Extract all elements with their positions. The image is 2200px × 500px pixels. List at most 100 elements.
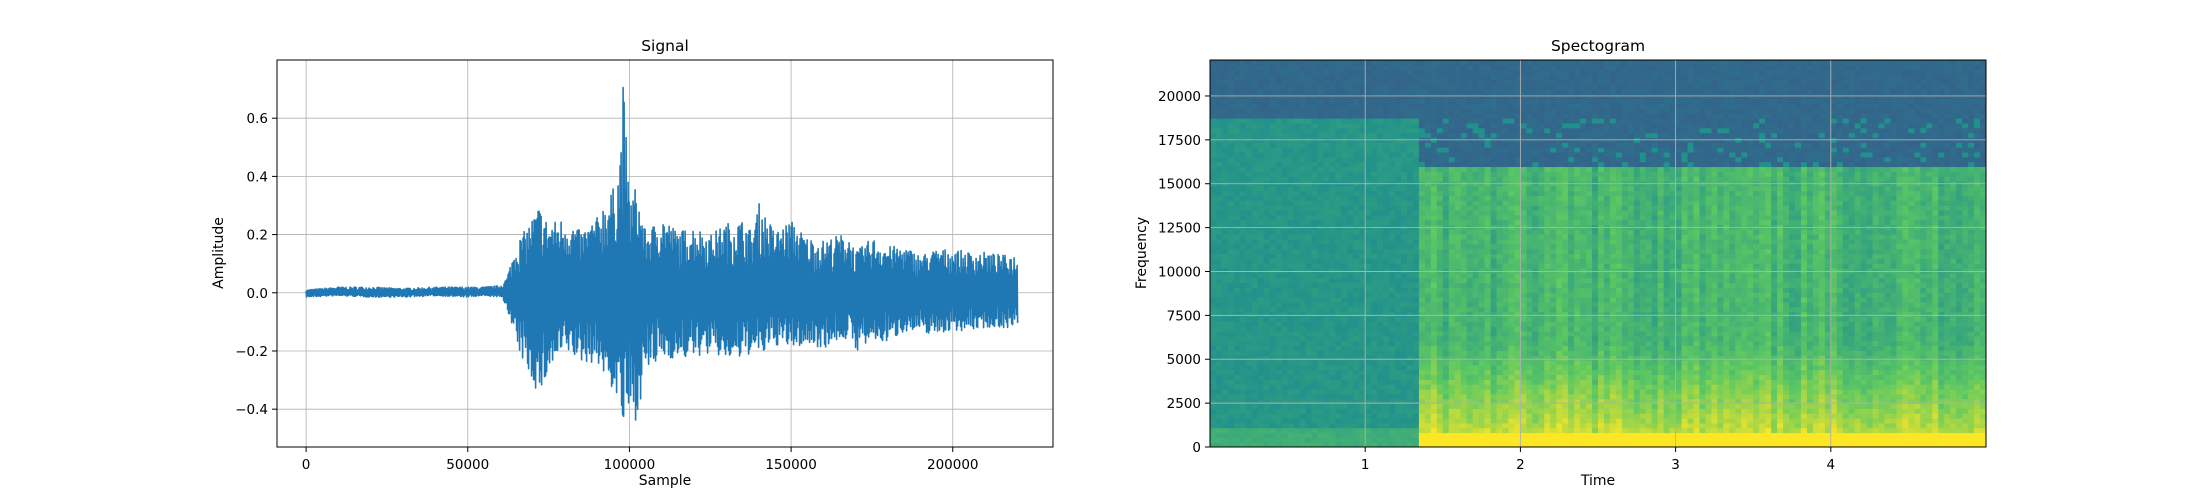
- spectrogram-cell: [1245, 98, 1253, 105]
- spectrogram-cell: [1496, 156, 1504, 163]
- spectrogram-cell: [1215, 340, 1223, 347]
- spectrogram-cell: [1341, 321, 1348, 327]
- spectrogram-cell: [1442, 253, 1450, 259]
- spectrogram-cell: [1502, 335, 1510, 342]
- spectrogram-cell: [1484, 229, 1492, 235]
- spectrogram-cell: [1478, 89, 1486, 95]
- spectrogram-cell: [1210, 156, 1217, 163]
- spectrogram-cell: [1275, 326, 1283, 332]
- spectrogram-cell: [1406, 127, 1414, 134]
- spectrogram-cell: [1424, 408, 1432, 414]
- spectrogram-cell: [1210, 364, 1217, 371]
- spectrogram-cell: [1490, 103, 1498, 109]
- spectrogram-cell: [1317, 311, 1325, 317]
- spectrogram-cell: [1317, 297, 1325, 303]
- spectrogram-cell: [1412, 258, 1420, 264]
- spectrogram-cell: [1239, 301, 1247, 308]
- spectrogram-cell: [1317, 292, 1325, 298]
- spectrogram-cell: [1502, 200, 1510, 206]
- spectrogram-cell: [1526, 350, 1533, 356]
- spectrogram-cell: [1466, 132, 1474, 138]
- spectrogram-cell: [1478, 408, 1486, 414]
- spectrogram-cell: [1293, 253, 1301, 259]
- spectrogram-cell: [1532, 161, 1539, 168]
- spectrogram-cell: [1227, 185, 1235, 192]
- spectrogram-cell: [1359, 69, 1366, 76]
- spectrogram-cell: [1496, 151, 1504, 158]
- spectrogram-cell: [1460, 364, 1468, 371]
- spectrogram-cell: [1359, 355, 1366, 361]
- spectrogram-cell: [1233, 258, 1241, 264]
- spectrogram-cell: [1221, 408, 1229, 414]
- spectrogram-cell: [1377, 321, 1384, 327]
- spectrogram-cell: [1472, 311, 1480, 317]
- spectrogram-cell: [1508, 214, 1516, 221]
- spectrogram-cell: [1329, 113, 1336, 119]
- spectrogram-cell: [1412, 321, 1420, 327]
- spectrogram-cell: [1227, 417, 1235, 424]
- spectrogram-cell: [1311, 326, 1319, 332]
- spectrogram-cell: [1550, 301, 1557, 308]
- spectrogram-cell: [1221, 297, 1229, 303]
- spectrogram-cell: [1538, 393, 1545, 400]
- spectrogram-cell: [1210, 79, 1217, 85]
- spectrogram-cell: [1448, 388, 1456, 395]
- spectrogram-cell: [1233, 132, 1241, 138]
- spectrogram-cell: [1221, 359, 1229, 366]
- spectrogram-cell: [1442, 219, 1450, 226]
- spectrogram-cell: [1287, 422, 1295, 429]
- spectrogram-cell: [1532, 413, 1539, 419]
- spectrogram-cell: [1383, 200, 1390, 206]
- spectrogram-cell: [1526, 190, 1533, 197]
- spectrogram-cell: [1335, 205, 1342, 211]
- spectrogram-cell: [1353, 330, 1360, 337]
- spectrogram-cell: [1239, 98, 1247, 105]
- spectrogram-cell: [1568, 442, 1575, 447]
- spectrogram-cell: [1383, 156, 1390, 163]
- spectrogram-cell: [1418, 64, 1426, 71]
- spectrogram-cell: [1263, 219, 1271, 226]
- spectrogram-cell: [1544, 258, 1551, 264]
- spectrogram-cell: [1454, 214, 1462, 221]
- spectrogram-cell: [1389, 442, 1396, 447]
- spectrogram-cell: [1532, 98, 1539, 105]
- spectrogram-cell: [1383, 214, 1390, 221]
- spectrogram-cell: [1341, 205, 1348, 211]
- spectrogram-cell: [1317, 122, 1325, 129]
- spectrogram-cell: [1329, 176, 1336, 182]
- spectrogram-cell: [1263, 74, 1271, 80]
- spectrogram-cell: [1335, 316, 1342, 322]
- spectrogram-cell: [1347, 282, 1354, 288]
- spectrogram-cell: [1251, 185, 1259, 192]
- spectrogram-cell: [1412, 209, 1420, 216]
- spectrogram-cell: [1436, 393, 1444, 400]
- spectrogram-cell: [1430, 89, 1438, 95]
- spectrogram-cell: [1210, 413, 1217, 419]
- spectrogram-cell: [1401, 127, 1408, 134]
- spectrogram-cell: [1263, 384, 1271, 390]
- spectrogram-cell: [1520, 238, 1527, 245]
- spectrogram-cell: [1466, 60, 1474, 66]
- spectrogram-cell: [1227, 432, 1235, 438]
- spectrogram-cell: [1478, 171, 1486, 177]
- spectrogram-cell: [1502, 316, 1510, 322]
- spectrogram-cell: [1281, 292, 1289, 298]
- spectrogram-cell: [1538, 79, 1545, 85]
- spectrogram-cell: [1215, 287, 1223, 293]
- spectrogram-cell: [1484, 195, 1492, 201]
- spectrogram-cell: [1269, 350, 1277, 356]
- spectrogram-cell: [1233, 108, 1241, 114]
- spectrogram-cell: [1227, 374, 1235, 380]
- spectrogram-cell: [1484, 282, 1492, 288]
- spectrogram-cell: [1460, 238, 1468, 245]
- spectrogram-cell: [1502, 219, 1510, 226]
- spectrogram-cell: [1293, 89, 1301, 95]
- spectrogram-cell: [1556, 98, 1563, 105]
- spectrogram-cell: [1257, 195, 1265, 201]
- spectrogram-cell: [1371, 238, 1378, 245]
- spectrogram-cell: [1436, 185, 1444, 192]
- spectrogram-cell: [1430, 311, 1438, 317]
- spectrogram-cell: [1215, 393, 1223, 400]
- spectrogram-cell: [1299, 234, 1307, 240]
- spectrogram-cell: [1508, 364, 1516, 371]
